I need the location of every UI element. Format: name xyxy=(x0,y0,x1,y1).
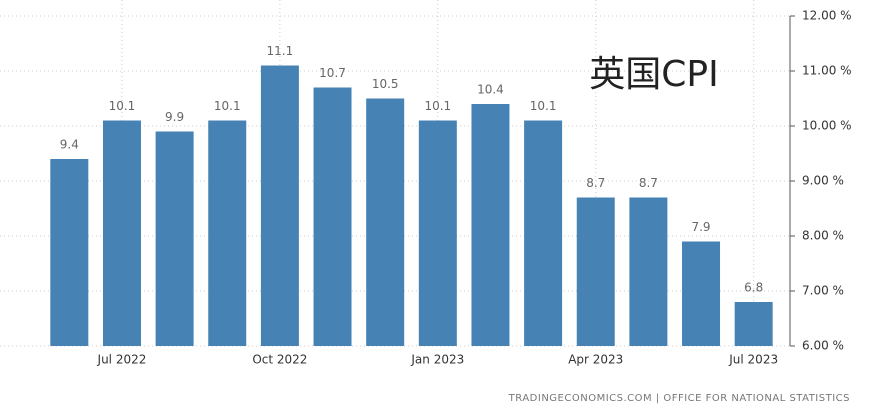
bar xyxy=(366,98,405,346)
y-tick-label: 8.00 % xyxy=(802,229,844,243)
bar xyxy=(102,120,141,346)
y-tick-label: 6.00 % xyxy=(802,339,844,353)
chart-title: 英国CPI xyxy=(589,54,718,95)
x-tick-label: Apr 2023 xyxy=(568,353,623,367)
value-label: 11.1 xyxy=(267,44,294,58)
x-tick-label: Jul 2022 xyxy=(97,353,147,367)
value-label: 10.7 xyxy=(319,66,346,80)
bar xyxy=(471,104,510,346)
bar xyxy=(155,131,194,346)
value-label: 8.7 xyxy=(586,176,605,190)
y-tick-label: 10.00 % xyxy=(802,119,852,133)
source: TRADINGECONOMICS.COM | OFFICE FOR NATION… xyxy=(508,393,850,404)
value-label: 10.1 xyxy=(530,99,557,113)
x-tick-label: Oct 2022 xyxy=(252,353,307,367)
y-tick-label: 9.00 % xyxy=(802,174,844,188)
value-label: 7.9 xyxy=(691,220,710,234)
value-label: 8.7 xyxy=(639,176,658,190)
bar xyxy=(524,120,563,346)
bar xyxy=(208,120,247,346)
value-label: 10.5 xyxy=(372,77,399,91)
bar xyxy=(629,197,668,346)
bar xyxy=(260,65,299,346)
bar xyxy=(682,241,721,346)
value-label: 10.1 xyxy=(214,99,241,113)
x-tick-label: Jul 2023 xyxy=(728,353,778,367)
value-label: 9.9 xyxy=(165,110,184,124)
x-tick-label: Jan 2023 xyxy=(410,353,464,367)
value-label: 10.1 xyxy=(424,99,451,113)
value-label: 10.4 xyxy=(477,83,504,97)
bar xyxy=(734,302,773,346)
value-label: 6.8 xyxy=(744,281,763,295)
bar xyxy=(50,159,89,346)
y-tick-label: 7.00 % xyxy=(802,284,844,298)
bar xyxy=(418,120,457,346)
value-label: 9.4 xyxy=(60,138,79,152)
y-tick-label: 11.00 % xyxy=(802,64,852,78)
bar xyxy=(313,87,352,346)
y-tick-label: 12.00 % xyxy=(802,9,852,23)
value-label: 10.1 xyxy=(109,99,136,113)
bar xyxy=(576,197,615,346)
